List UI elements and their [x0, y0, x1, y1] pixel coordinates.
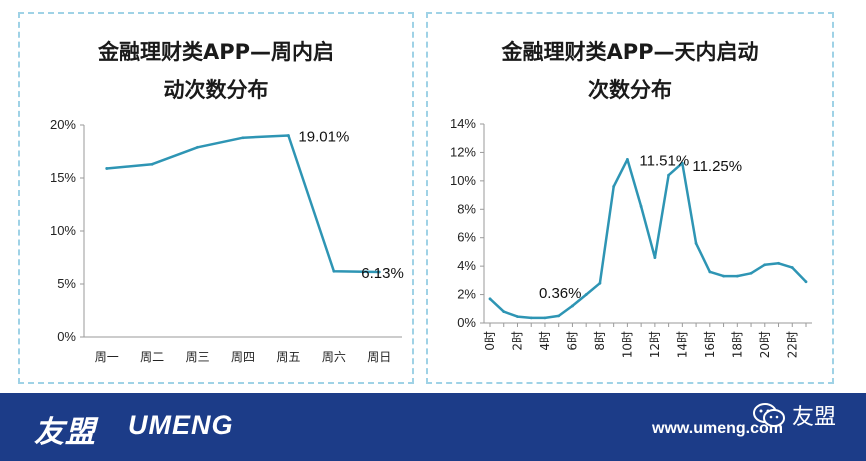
y-tick-label: 8%: [457, 201, 476, 216]
x-tick-label: 16时: [703, 331, 717, 358]
hourly-chart-title-line1: 金融理财类APP—天内启动: [501, 40, 759, 64]
x-tick-label: 22时: [785, 331, 799, 358]
data-point: [516, 315, 519, 319]
data-label: 6.13%: [361, 265, 404, 282]
brand-logo-en: UMENG: [128, 410, 234, 440]
series-line: [106, 134, 380, 274]
x-tick-label: 0时: [483, 331, 497, 351]
x-tick-label: 6时: [565, 331, 579, 351]
data-point: [667, 173, 671, 177]
data-point: [571, 304, 574, 308]
x-tick-label: 周六: [322, 350, 346, 364]
weekly-chart-title-line1: 金融理财类APP—周内启: [97, 40, 335, 64]
x-tick-label: 周日: [367, 350, 391, 364]
data-point: [790, 266, 794, 269]
wechat-icon: [753, 403, 785, 427]
data-point: [377, 270, 381, 274]
y-tick-label: 4%: [457, 258, 476, 273]
x-tick-label: 2时: [510, 331, 524, 351]
data-point: [529, 316, 533, 320]
data-point: [777, 261, 780, 265]
x-tick-label: 12时: [648, 331, 662, 358]
hourly-launch-chart: 0% 2% 4% 6% 8% 10% 12% 14% 0时 2时 4时 6时 8时 10时 12时 14时 16…: [450, 116, 812, 358]
data-label: 19.01%: [298, 128, 349, 145]
y-tick-label: 20%: [50, 117, 76, 132]
website-url: www.umeng.com: [652, 420, 783, 437]
data-point: [625, 157, 629, 161]
wechat-account: 友盟: [752, 399, 836, 431]
data-point: [598, 281, 602, 285]
y-tick-label: 0%: [457, 315, 476, 330]
hourly-chart-panel: 金融理财类APP—天内启动 次数分布 0% 2% 4% 6% 8% 10% 12% 14% 0时…: [426, 12, 834, 384]
data-label: 0.36%: [539, 285, 582, 302]
x-tick-label: 周三: [186, 350, 210, 364]
x-tick-label: 4时: [538, 331, 552, 351]
x-tick-label: 周五: [276, 350, 300, 364]
x-tick-label: 10时: [620, 331, 634, 358]
x-tick-label: 周一: [95, 350, 119, 364]
data-point: [763, 263, 767, 267]
y-tick-label: 12%: [450, 144, 476, 159]
weekly-chart-title-line2: 动次数分布: [163, 78, 269, 102]
x-tick-label: 18时: [730, 331, 744, 358]
y-tick-label: 14%: [450, 116, 476, 131]
data-point: [502, 310, 506, 314]
series-line: [489, 158, 807, 320]
data-point: [332, 269, 336, 273]
data-point: [680, 161, 684, 165]
data-point: [488, 297, 492, 301]
x-tick-label: 14时: [675, 331, 689, 358]
data-point: [749, 271, 753, 275]
data-label: 11.51%: [639, 152, 689, 169]
weekly-launch-chart: 0% 5% 10% 15% 20% 周一 周二 周三 周四 周五 周六 周日 19.01% 6.13%: [50, 117, 404, 364]
data-point: [543, 316, 547, 320]
x-tick-label: 20时: [758, 331, 772, 358]
data-point: [612, 185, 616, 188]
data-point: [722, 274, 725, 278]
x-tick-label: 周四: [231, 350, 255, 364]
y-tick-label: 15%: [50, 170, 76, 185]
data-point: [150, 162, 154, 166]
y-tick-label: 10%: [450, 173, 476, 188]
data-point: [557, 314, 561, 318]
data-label: 11.25%: [692, 158, 742, 175]
data-point: [105, 167, 109, 170]
data-point: [653, 256, 657, 260]
x-tick-label: 8时: [593, 331, 607, 351]
data-point: [196, 145, 199, 149]
data-point: [735, 274, 739, 278]
data-point: [241, 136, 245, 140]
hourly-chart-title-line2: 次数分布: [588, 78, 672, 102]
data-point: [694, 242, 698, 245]
data-point: [804, 280, 808, 284]
weekly-chart-panel: 金融理财类APP—周内启 动次数分布 0% 5% 10% 15% 20% 周一 周二 周三 周四…: [18, 12, 414, 384]
y-tick-label: 10%: [50, 223, 76, 238]
brand-logo-cn: 友盟: [34, 415, 96, 450]
wechat-name: 友盟: [792, 405, 837, 430]
y-tick-label: 6%: [457, 230, 476, 245]
data-point: [287, 134, 290, 137]
data-point: [639, 205, 643, 208]
data-point: [584, 293, 588, 296]
footer-bar: 友盟 UMENG www.umeng.com 友盟: [0, 393, 866, 461]
y-tick-label: 0%: [57, 329, 76, 344]
x-tick-label: 周二: [140, 350, 164, 364]
y-tick-label: 2%: [457, 287, 476, 302]
data-point: [708, 270, 712, 274]
y-tick-label: 5%: [57, 276, 76, 291]
